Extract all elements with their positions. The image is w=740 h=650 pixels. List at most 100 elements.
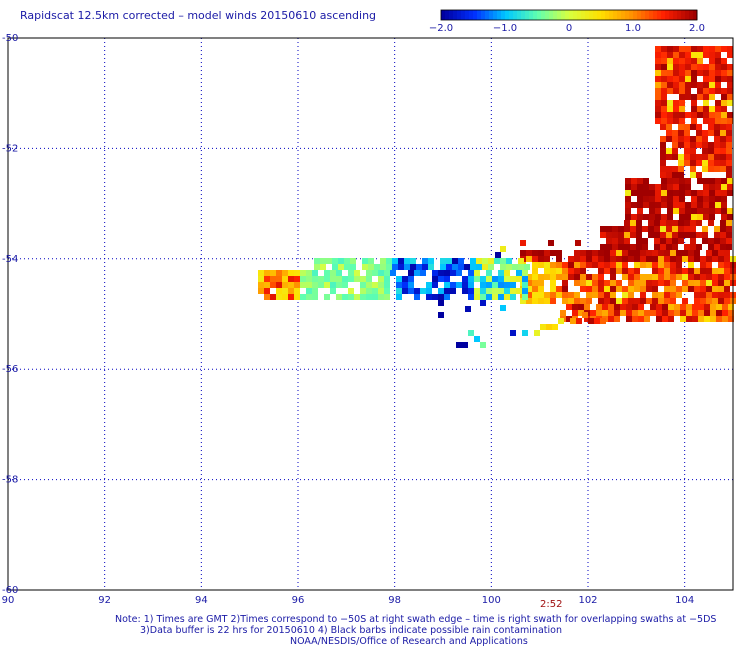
wind-cell <box>566 316 572 322</box>
wind-cell <box>456 282 462 288</box>
wind-cell <box>655 94 661 100</box>
colorbar-segment <box>521 10 526 20</box>
wind-cell <box>548 240 554 246</box>
wind-cell <box>628 286 634 292</box>
wind-cell <box>726 166 732 172</box>
wind-cell <box>324 282 330 288</box>
wind-cell <box>438 276 444 282</box>
wind-cell <box>716 304 722 310</box>
wind-cell <box>374 264 380 270</box>
wind-cell <box>662 310 668 316</box>
wind-cell <box>494 258 500 264</box>
colorbar-segment <box>609 10 614 20</box>
wind-cell <box>444 288 450 294</box>
colorbar-segment <box>617 10 622 20</box>
wind-cell <box>709 190 715 196</box>
wind-cell <box>526 286 532 292</box>
wind-cell <box>721 196 727 202</box>
wind-cell <box>330 270 336 276</box>
wind-cell <box>727 214 733 220</box>
wind-cell <box>586 298 592 304</box>
wind-cell <box>708 244 714 250</box>
wind-cell <box>568 268 574 274</box>
wind-cell <box>718 286 724 292</box>
wind-cell <box>691 190 697 196</box>
wind-cell <box>679 214 685 220</box>
wind-cell <box>392 258 398 264</box>
wind-cell <box>682 250 688 256</box>
wind-cell <box>718 298 724 304</box>
wind-cell <box>306 294 312 300</box>
wind-cell <box>468 330 474 336</box>
swath-time-label: 2:52 <box>540 599 563 610</box>
wind-cell <box>721 208 727 214</box>
colorbar-segment <box>561 10 566 20</box>
wind-cell <box>655 100 661 106</box>
x-tick-label: 96 <box>292 595 305 606</box>
wind-cell <box>696 154 702 160</box>
wind-cell <box>666 148 672 154</box>
wind-cell <box>670 280 676 286</box>
wind-cell <box>673 118 679 124</box>
wind-cell <box>544 262 550 268</box>
wind-cell <box>700 286 706 292</box>
wind-cell <box>727 70 733 76</box>
wind-cell <box>710 310 716 316</box>
wind-cell <box>684 130 690 136</box>
colorbar-segment <box>517 10 522 20</box>
wind-cell <box>544 298 550 304</box>
wind-cell <box>694 280 700 286</box>
wind-cell <box>354 276 360 282</box>
wind-cell <box>715 100 721 106</box>
wind-cell <box>670 250 676 256</box>
wind-cell <box>676 256 682 262</box>
wind-cell <box>702 166 708 172</box>
wind-cell <box>655 64 661 70</box>
wind-cell <box>580 274 586 280</box>
wind-cell <box>522 282 528 288</box>
wind-cell <box>624 220 630 226</box>
wind-cell <box>709 70 715 76</box>
wind-cell <box>324 276 330 282</box>
wind-cell <box>468 282 474 288</box>
wind-cell <box>414 288 420 294</box>
colorbar: −2.0 −1.0 0 1.0 2.0 <box>429 9 705 34</box>
wind-cell <box>660 172 666 178</box>
wind-cell <box>706 292 712 298</box>
wind-cell <box>726 244 732 250</box>
wind-cell <box>720 124 726 130</box>
wind-cell <box>562 286 568 292</box>
wind-cell <box>721 190 727 196</box>
colorbar-segment <box>569 10 574 20</box>
wind-cell <box>673 70 679 76</box>
wind-cell <box>704 310 710 316</box>
wind-cell <box>660 166 666 172</box>
wind-cell <box>667 190 673 196</box>
wind-cell <box>703 190 709 196</box>
wind-cell <box>682 274 688 280</box>
wind-cell <box>708 154 714 160</box>
wind-cell <box>697 106 703 112</box>
wind-cell <box>480 288 486 294</box>
wind-cell <box>672 136 678 142</box>
wind-cell <box>724 250 730 256</box>
wind-cell <box>696 220 702 226</box>
wind-cell <box>276 270 282 276</box>
wind-cell <box>697 82 703 88</box>
wind-cell <box>672 154 678 160</box>
wind-cell <box>637 178 643 184</box>
wind-cell <box>678 172 684 178</box>
wind-cell <box>690 238 696 244</box>
wind-cell <box>664 280 670 286</box>
wind-cell <box>667 88 673 94</box>
wind-cell <box>679 178 685 184</box>
wind-cell <box>679 46 685 52</box>
wind-cell <box>672 148 678 154</box>
wind-cell <box>288 282 294 288</box>
wind-cell <box>708 166 714 172</box>
wind-cell <box>610 262 616 268</box>
wind-cell <box>709 118 715 124</box>
wind-cell <box>532 262 538 268</box>
wind-cell <box>714 160 720 166</box>
